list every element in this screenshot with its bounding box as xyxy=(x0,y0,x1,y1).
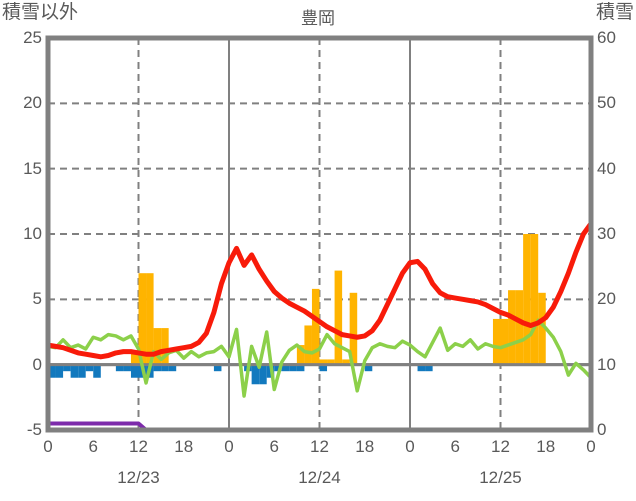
day-label: 12/25 xyxy=(479,468,522,487)
precipitation-bar xyxy=(296,364,305,372)
x-tick-label: 0 xyxy=(586,437,596,456)
sunshine-bar xyxy=(319,359,328,365)
wind-speed-polyline xyxy=(46,318,593,398)
x-tick-label: 0 xyxy=(224,437,234,456)
precipitation-bar xyxy=(319,364,328,372)
precipitation-bar xyxy=(213,364,222,372)
precipitation-bar xyxy=(153,364,162,372)
sunshine-bar xyxy=(327,359,335,365)
sunshine-bar xyxy=(508,290,516,365)
precipitation-bar xyxy=(115,364,124,372)
precipitation-bar xyxy=(93,364,101,378)
left-tick-label: 15 xyxy=(23,158,42,178)
right-tick-label: 60 xyxy=(597,28,616,47)
precipitation-bar xyxy=(123,364,131,372)
sunshine-bar xyxy=(500,318,509,365)
precipitation-bar xyxy=(55,364,64,378)
precipitation-bar xyxy=(417,364,426,372)
right-tick-label: 20 xyxy=(597,289,616,309)
right-tick-label: 10 xyxy=(597,354,616,374)
left-axis-title: 積雪以外 xyxy=(2,2,79,23)
left-tick-label: 0 xyxy=(32,354,42,374)
precipitation-bar xyxy=(274,364,282,372)
sunshine-bar xyxy=(349,292,358,365)
sunshine-bar xyxy=(130,351,139,365)
sunshine-bar xyxy=(492,318,501,365)
precipitation-bar xyxy=(161,364,169,372)
x-tick-label: 0 xyxy=(43,437,53,456)
precipitation-bars xyxy=(48,364,433,385)
x-tick-label: 12 xyxy=(310,437,329,456)
x-tick-label: 0 xyxy=(405,437,415,456)
sunshine-bar xyxy=(146,273,154,365)
right-tick-label: 0 xyxy=(597,420,607,439)
precipitation-bar xyxy=(130,364,139,378)
precipitation-bar xyxy=(70,364,79,378)
plot-frame xyxy=(45,35,594,433)
day-label: 12/23 xyxy=(117,468,160,487)
precipitation-bar xyxy=(259,364,267,385)
precipitation-bar xyxy=(168,364,177,372)
chart-title: 豊岡 xyxy=(301,9,335,28)
left-tick-label: 5 xyxy=(32,289,42,309)
sunshine-bar xyxy=(304,325,312,365)
sunshine-bar xyxy=(523,234,531,365)
precipitation-bar xyxy=(289,364,297,372)
sunshine-bar xyxy=(515,290,524,365)
left-tick-label: -5 xyxy=(26,420,42,439)
sunshine-bar xyxy=(530,234,539,365)
x-tick-label: 12 xyxy=(491,437,510,456)
precipitation-bar xyxy=(78,364,86,378)
left-tick-label: 10 xyxy=(23,224,42,243)
x-tick-label: 12 xyxy=(129,437,148,456)
x-tick-label: 18 xyxy=(536,437,556,456)
wind-line xyxy=(46,318,593,398)
right-tick-label: 30 xyxy=(597,224,616,243)
sunshine-bar xyxy=(138,273,147,365)
x-tick-label: 6 xyxy=(450,437,460,456)
precipitation-bar xyxy=(425,364,433,372)
precipitation-bar xyxy=(63,364,71,372)
precipitation-bar xyxy=(364,364,373,372)
grid-layer xyxy=(48,38,591,430)
sunshine-bar xyxy=(342,359,350,365)
precipitation-bar xyxy=(48,364,56,378)
left-tick-label: 20 xyxy=(23,93,42,113)
sunshine-bar xyxy=(296,345,305,365)
plot-border xyxy=(45,35,594,433)
sunshine-bars xyxy=(130,234,546,365)
right-tick-label: 40 xyxy=(597,158,616,178)
right-axis-title: 積雪 xyxy=(595,2,634,23)
temperature-polyline xyxy=(45,221,594,360)
precipitation-bar xyxy=(251,364,260,385)
sunshine-bar xyxy=(538,292,546,365)
x-tick-label: 6 xyxy=(88,437,98,456)
day-label: 12/24 xyxy=(298,468,341,487)
x-tick-label: 18 xyxy=(174,437,194,456)
precipitation-bar xyxy=(281,364,290,372)
sunshine-bar xyxy=(161,328,169,365)
right-tick-label: 50 xyxy=(597,93,616,113)
precipitation-bar xyxy=(85,364,94,372)
sunshine-bar xyxy=(334,270,343,365)
left-tick-label: 25 xyxy=(23,28,42,47)
x-tick-label: 6 xyxy=(269,437,279,456)
x-tick-label: 18 xyxy=(355,437,375,456)
sunshine-bar xyxy=(153,328,162,365)
sunshine-bar xyxy=(311,288,320,365)
temperature-line xyxy=(45,221,594,360)
